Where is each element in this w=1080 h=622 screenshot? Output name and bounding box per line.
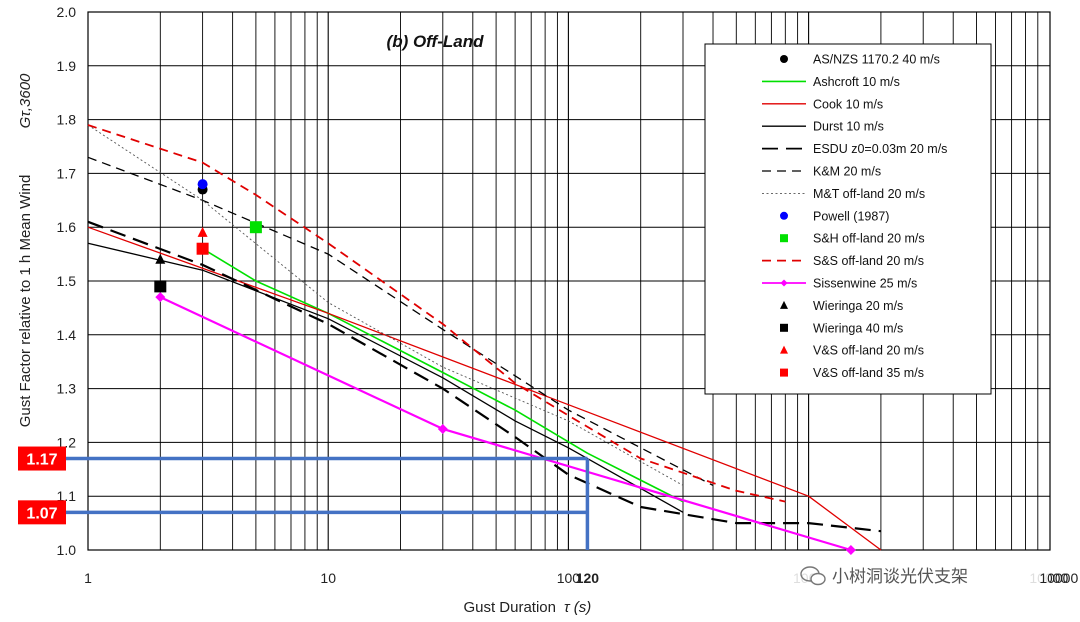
legend-label: Durst 10 m/s (813, 120, 884, 134)
data-point-powell-1987 (197, 179, 208, 190)
chart-title: (b) Off-Land (387, 32, 485, 51)
callout-box (18, 500, 66, 525)
annotations: 120 1.17 1.07 (18, 446, 600, 586)
y-axis-symbol: Gτ,3600 (17, 73, 34, 128)
y-tick-label: 1.0 (57, 542, 77, 558)
y-tick-label: 1.7 (57, 165, 77, 181)
legend-label: V&S off-land 35 m/s (813, 366, 924, 380)
plot-frame (87, 11, 1051, 551)
legend-item: Cook 10 m/s (762, 97, 883, 111)
y-tick-label: 1.1 (57, 488, 77, 504)
y-axis-title-group: Gust Factor relative to 1 h Mean Wind Gτ,… (17, 73, 34, 427)
watermark-backdrop (790, 562, 1050, 588)
legend-item: Powell (1987) (780, 209, 889, 223)
legend-label: Powell (1987) (813, 209, 889, 223)
x-tick-label: 10 (320, 570, 336, 586)
legend-item: Wieringa 40 m/s (780, 321, 903, 335)
legend-item: M&T off-land 20 m/s (762, 187, 925, 201)
y-axis-title: Gust Factor relative to 1 h Mean Wind (17, 175, 34, 428)
y-tick-label: 1.8 (57, 112, 77, 128)
y-tick-label: 1.9 (57, 58, 77, 74)
legend-label: K&M 20 m/s (813, 165, 881, 179)
x-tick-label: 10000 (1039, 570, 1078, 586)
legend-label: AS/NZS 1170.2 40 m/s (813, 53, 940, 67)
data-point-sissenwine-25-m-s (437, 423, 448, 434)
legend-item: S&S off-land 20 m/s (762, 254, 924, 268)
data-point-sissenwine-25-m-s (845, 545, 856, 555)
x-axis-symbol: τ (s) (564, 599, 591, 616)
y-tick-labels: 1.0 1.1 1.2 1.3 1.4 1.5 1.6 1.7 1.8 1.9 2.0 (57, 4, 77, 558)
y-tick-label: 2.0 (57, 4, 77, 20)
callout-box (18, 446, 66, 471)
data-point-s-h-off-land-20-m-s (249, 221, 262, 234)
reference-x-label: 120 (576, 570, 600, 586)
series-line-k-m-20-m-s (87, 156, 714, 486)
series-line-durst-10-m-s (87, 242, 684, 513)
legend-item: S&H off-land 20 m/s (780, 232, 925, 246)
legend-label: S&H off-land 20 m/s (813, 232, 925, 246)
legend-item: Ashcroft 10 m/s (762, 75, 900, 89)
legend-swatch-marker (780, 368, 788, 377)
series-line-cook-10-m-s (87, 226, 882, 551)
callout-1-07: 1.07 (18, 500, 66, 525)
y-tick-label: 1.6 (57, 219, 77, 235)
data-point-sissenwine-25-m-s (155, 292, 166, 303)
legend-label: Sissenwine 25 m/s (813, 277, 917, 291)
legend-item: V&S off-land 20 m/s (780, 344, 924, 358)
wechat-bubble-small (810, 572, 826, 586)
legend-label: S&S off-land 20 m/s (813, 254, 924, 268)
y-tick-label: 1.3 (57, 381, 77, 397)
x-axis-title: Gust Duration (463, 599, 556, 616)
y-tick-label: 1.5 (57, 273, 77, 289)
legend-label: V&S off-land 20 m/s (813, 344, 924, 358)
legend-item: Wieringa 20 m/s (780, 299, 903, 313)
legend-swatch-marker (780, 55, 788, 63)
data-point-wieringa-20-m-s (155, 253, 166, 264)
legend-label: Ashcroft 10 m/s (813, 75, 900, 89)
legend-label: Wieringa 40 m/s (813, 321, 903, 335)
legend: AS/NZS 1170.2 40 m/s Ashcroft 10 m/s Cook … (704, 43, 992, 395)
callout-label: 1.07 (26, 505, 57, 522)
legend-swatch-marker (780, 300, 788, 309)
data-point-v-s-off-land-35-m-s (196, 242, 209, 255)
x-tick-label: 100 (557, 570, 581, 586)
legend-item: V&S off-land 35 m/s (780, 366, 924, 380)
legend-box (704, 43, 992, 395)
legend-swatch-marker (780, 211, 788, 220)
callout-1-17: 1.17 (18, 446, 66, 471)
x-tick-label: 1 (84, 570, 92, 586)
legend-label: Wieringa 20 m/s (813, 299, 903, 313)
data-point-v-s-off-land-20-m-s (197, 226, 208, 237)
series-line-m-t-off-land-20-m-s (87, 124, 684, 486)
callout-label: 1.17 (26, 452, 57, 469)
watermark: 小树洞谈光伏支架 10000 (790, 562, 1078, 588)
y-tick-label: 1.2 (57, 434, 77, 450)
legend-item: AS/NZS 1170.2 40 m/s (780, 53, 940, 67)
data-point-wieringa-40-m-s (154, 280, 167, 293)
legend-label: ESDU z0=0.03m 20 m/s (813, 142, 947, 156)
legend-swatch-marker (780, 234, 788, 243)
legend-label: Cook 10 m/s (813, 97, 883, 111)
series-line-ashcroft-10-m-s (202, 248, 684, 503)
wechat-icon (800, 566, 826, 586)
legend-item: Sissenwine 25 m/s (762, 277, 917, 291)
legend-swatch-marker (780, 323, 788, 332)
legend-item: Durst 10 m/s (762, 120, 884, 134)
series-line-s-s-off-land-20-m-s (87, 124, 786, 503)
watermark-text: 小树洞谈光伏支架 (832, 567, 968, 587)
legend-item: ESDU z0=0.03m 20 m/s (762, 142, 947, 156)
legend-item: K&M 20 m/s (762, 165, 881, 179)
y-tick-label: 1.4 (57, 327, 77, 343)
legend-label: M&T off-land 20 m/s (813, 187, 925, 201)
series-markers (154, 179, 856, 555)
legend-swatch-marker (780, 345, 788, 354)
series-line-esdu-z0-0-03m-20-m-s (87, 220, 882, 533)
legend-swatch-marker (780, 279, 788, 287)
